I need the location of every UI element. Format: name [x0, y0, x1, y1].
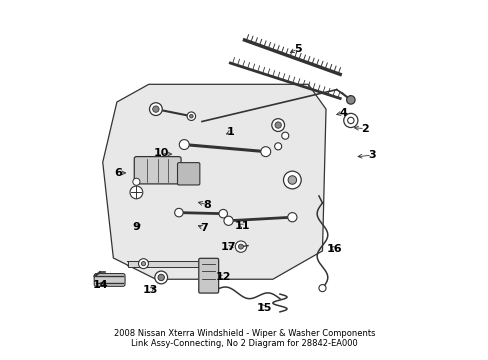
Text: 16: 16 [326, 244, 342, 254]
Text: 7: 7 [200, 223, 207, 233]
FancyBboxPatch shape [127, 261, 209, 267]
Circle shape [133, 178, 140, 185]
Circle shape [149, 103, 162, 116]
FancyBboxPatch shape [198, 258, 218, 293]
Circle shape [318, 284, 325, 292]
Circle shape [219, 210, 227, 218]
Text: 13: 13 [142, 285, 158, 295]
Circle shape [260, 147, 270, 157]
Text: 11: 11 [235, 221, 250, 231]
FancyBboxPatch shape [94, 274, 125, 286]
Circle shape [187, 112, 195, 121]
Text: 1: 1 [226, 127, 234, 137]
Circle shape [152, 106, 159, 112]
Circle shape [130, 186, 142, 199]
FancyBboxPatch shape [134, 157, 181, 184]
Circle shape [138, 259, 148, 269]
Circle shape [238, 244, 243, 249]
Text: 9: 9 [132, 222, 140, 232]
Circle shape [174, 208, 183, 217]
Circle shape [271, 119, 284, 131]
Text: 15: 15 [256, 303, 271, 312]
Text: 3: 3 [367, 150, 375, 160]
Circle shape [346, 96, 354, 104]
Text: 12: 12 [215, 273, 230, 283]
Text: 14: 14 [93, 280, 108, 289]
FancyBboxPatch shape [177, 163, 200, 185]
Text: 6: 6 [115, 168, 122, 178]
Circle shape [283, 171, 301, 189]
Circle shape [141, 261, 145, 266]
Text: 10: 10 [153, 148, 168, 158]
Circle shape [274, 143, 281, 150]
Circle shape [347, 117, 353, 123]
Text: 4: 4 [339, 108, 347, 118]
Circle shape [281, 132, 288, 139]
Text: 5: 5 [293, 44, 301, 54]
Polygon shape [102, 84, 325, 279]
Circle shape [343, 113, 357, 127]
Circle shape [155, 271, 167, 284]
Text: 2008 Nissan Xterra Windshield - Wiper & Washer Components
Link Assy-Connecting, : 2008 Nissan Xterra Windshield - Wiper & … [114, 329, 374, 348]
Circle shape [224, 216, 233, 225]
Circle shape [274, 122, 281, 128]
Circle shape [235, 241, 246, 252]
Circle shape [179, 140, 189, 149]
Circle shape [158, 274, 164, 281]
Text: 17: 17 [221, 242, 236, 252]
Text: 2: 2 [361, 123, 368, 134]
Circle shape [287, 176, 296, 184]
Text: 8: 8 [203, 200, 211, 210]
Circle shape [287, 213, 296, 222]
Circle shape [189, 114, 193, 118]
